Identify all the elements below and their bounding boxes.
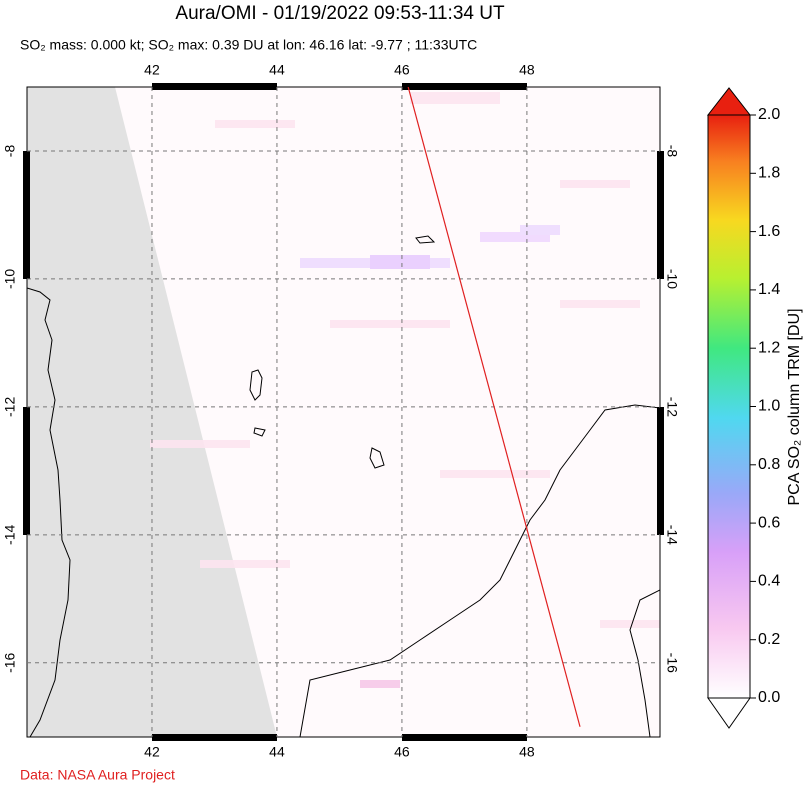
x-tick-label: 46 (394, 744, 410, 760)
colorbar-tick-label: 1.8 (758, 165, 780, 182)
colorbar-tick-label: 2.0 (758, 106, 780, 123)
map-border (23, 83, 664, 741)
x-tick-label: 48 (519, 744, 535, 760)
colorbar-tick-label: 0.8 (758, 456, 780, 473)
colorbar-min-arrow (707, 697, 751, 729)
footer: Data: NASA Aura Project (20, 767, 175, 783)
colorbar-tick-label: 1.2 (758, 339, 780, 356)
colorbar-tick-label: 0.0 (758, 689, 780, 706)
colorbar (707, 114, 751, 699)
x-tick-label: 42 (144, 62, 160, 78)
colorbar-tick-label: 0.6 (758, 514, 780, 531)
colorbar-max-arrow (706, 87, 752, 116)
y-tick-label: -10 (2, 269, 18, 289)
y-tick-label: -8 (664, 145, 680, 158)
satellite-track (407, 86, 581, 727)
y-tick-label: -16 (664, 653, 680, 673)
x-tick-label: 44 (269, 62, 285, 78)
subtitle: SO₂ mass: 0.000 kt; SO₂ max: 0.39 DU at … (20, 37, 477, 53)
colorbar-tick-label: 0.2 (758, 631, 780, 648)
x-tick-label: 44 (269, 744, 285, 760)
colorbar-tick-label: 1.0 (758, 398, 780, 415)
colorbar-label: PCA SO₂ column TRM [DU] (786, 308, 803, 505)
map-area (27, 87, 660, 737)
y-tick-label: -12 (2, 397, 18, 417)
x-tick-label: 48 (519, 62, 535, 78)
y-tick-label: -10 (664, 269, 680, 289)
x-tick-label: 42 (144, 744, 160, 760)
y-tick-label: -8 (2, 145, 18, 158)
y-tick-label: -14 (2, 525, 18, 545)
colorbar-tick-label: 0.4 (758, 573, 780, 590)
colorbar-tick-label: 1.6 (758, 223, 780, 240)
title: Aura/OMI - 01/19/2022 09:53-11:34 UT (175, 3, 505, 24)
y-tick-label: -12 (664, 397, 680, 417)
y-tick-label: -14 (664, 525, 680, 545)
colorbar-tick-label: 1.4 (758, 281, 780, 298)
x-tick-label: 46 (394, 62, 410, 78)
y-tick-label: -16 (2, 652, 18, 672)
